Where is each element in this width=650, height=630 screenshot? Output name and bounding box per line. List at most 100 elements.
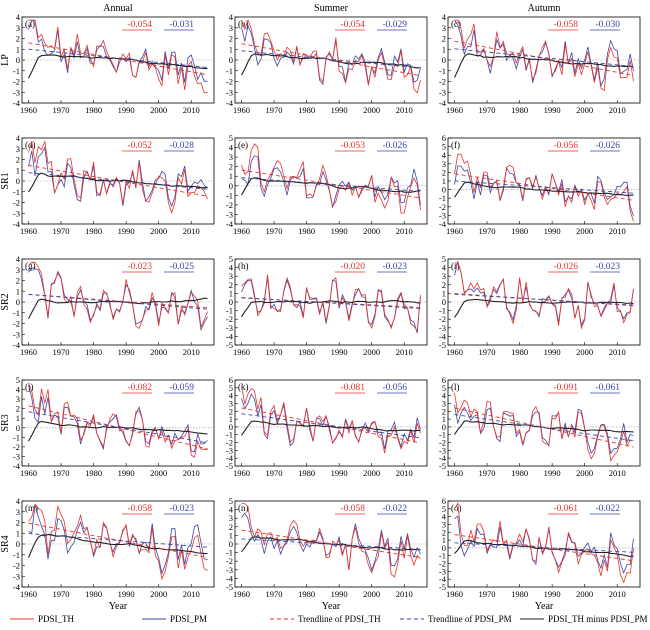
x-tick-label: 1990 xyxy=(118,226,135,236)
x-tick-label: 1970 xyxy=(266,589,283,599)
y-tick-label: 3 xyxy=(442,398,446,408)
y-tick-label: -3 xyxy=(439,445,446,455)
slope-pm: -0.031 xyxy=(169,20,194,30)
trendline-th xyxy=(241,407,421,444)
y-tick-label: -5 xyxy=(226,340,233,350)
y-tick-label: -4 xyxy=(439,574,447,584)
trendline-th xyxy=(28,42,208,76)
y-tick-label: -1 xyxy=(439,66,446,76)
y-tick-label: 5 xyxy=(229,496,233,506)
x-tick-label: 1980 xyxy=(298,347,315,357)
x-tick-label: 1960 xyxy=(233,226,250,236)
x-tick-label: 2000 xyxy=(576,589,593,599)
y-tick-label: 1 xyxy=(442,288,446,298)
x-tick-label: 1960 xyxy=(233,105,250,115)
y-tick-label: -3 xyxy=(226,445,233,455)
slope-th: -0.058 xyxy=(553,20,578,30)
series-pdsi-pm xyxy=(241,512,421,572)
trendline-th xyxy=(241,43,421,77)
y-tick-label: 2 xyxy=(442,167,446,177)
slope-pm: -0.028 xyxy=(169,141,194,151)
x-tick-label: 1990 xyxy=(118,468,135,478)
slope-th: -0.020 xyxy=(340,262,365,272)
series-pdsi-pm xyxy=(28,504,208,575)
y-tick-label: -1 xyxy=(439,306,446,316)
y-tick-label: -2 xyxy=(439,202,446,212)
series-pdsi-th xyxy=(241,386,421,454)
y-tick-label: 4 xyxy=(16,385,21,395)
x-tick-label: 1980 xyxy=(85,105,102,115)
y-tick-label: 0 xyxy=(229,297,233,307)
x-tick-label: 1970 xyxy=(266,468,283,478)
series-difference xyxy=(28,172,208,193)
y-tick-label: -4 xyxy=(439,98,447,108)
y-tick-label: -4 xyxy=(439,219,447,229)
y-tick-label: 4 xyxy=(16,254,21,264)
y-tick-label: -4 xyxy=(226,331,234,341)
y-tick-label: 1 xyxy=(229,530,233,540)
y-tick-label: 2 xyxy=(16,518,20,528)
y-tick-label: 0 xyxy=(229,55,233,65)
x-tick-label: 1990 xyxy=(331,105,348,115)
y-tick-label: 2 xyxy=(442,280,446,290)
y-tick-label: 2 xyxy=(229,406,233,416)
y-tick-label: -4 xyxy=(13,340,21,350)
series-pdsi-pm xyxy=(241,24,421,86)
y-tick-label: -3 xyxy=(226,209,233,219)
y-tick-label: 2 xyxy=(442,34,446,44)
slope-pm: -0.059 xyxy=(169,383,194,393)
y-tick-label: 4 xyxy=(229,505,234,515)
y-tick-label: -5 xyxy=(439,340,446,350)
row-label: SR4 xyxy=(0,535,11,552)
x-tick-label: 1990 xyxy=(331,468,348,478)
panel-letter: (h) xyxy=(238,261,249,271)
x-tick-label: 2010 xyxy=(396,105,413,115)
x-tick-label: 1970 xyxy=(266,226,283,236)
x-tick-label: 1980 xyxy=(85,226,102,236)
y-tick-label: 4 xyxy=(229,12,234,22)
legend-label: Trendline of PDSI_PM xyxy=(428,614,512,624)
x-tick-label: 2010 xyxy=(609,226,626,236)
column-title-summer: Summer xyxy=(314,3,349,14)
x-tick-label: 2000 xyxy=(150,105,167,115)
x-tick-label: 1990 xyxy=(544,468,561,478)
row-label: SR2 xyxy=(0,293,11,310)
x-tick-label: 1960 xyxy=(20,105,37,115)
slope-th: -0.091 xyxy=(553,383,578,393)
series-pdsi-pm xyxy=(454,515,634,575)
y-tick-label: 3 xyxy=(229,23,233,33)
y-tick-label: -1 xyxy=(439,430,446,440)
trendline-th xyxy=(454,407,634,448)
x-tick-label: 1960 xyxy=(446,589,463,599)
x-tick-label: 2010 xyxy=(183,468,200,478)
y-tick-label: 5 xyxy=(229,133,233,143)
y-tick-label: -5 xyxy=(439,582,446,592)
y-tick-label: -2 xyxy=(13,198,20,208)
x-tick-label: 1960 xyxy=(20,226,37,236)
x-tick-label: 2000 xyxy=(150,589,167,599)
trendline-pm xyxy=(454,542,634,553)
slope-th: -0.023 xyxy=(127,262,152,272)
series-pdsi-th xyxy=(28,139,208,215)
x-tick-label: 1970 xyxy=(479,226,496,236)
slope-pm: -0.056 xyxy=(382,383,407,393)
series-difference xyxy=(454,539,634,557)
y-tick-label: -4 xyxy=(226,219,234,229)
slope-th: -0.054 xyxy=(340,20,365,30)
y-tick-label: 6 xyxy=(229,375,233,385)
x-tick-label: 2010 xyxy=(183,589,200,599)
trendline-pm xyxy=(241,50,421,69)
legend-label: PDSI_PM xyxy=(170,614,207,624)
series-pdsi-th xyxy=(28,261,208,330)
y-tick-label: 0 xyxy=(229,422,233,432)
y-tick-label: 1 xyxy=(229,414,233,424)
x-tick-label: 1970 xyxy=(53,105,70,115)
y-tick-label: 5 xyxy=(229,254,233,264)
x-tick-label: 1980 xyxy=(85,589,102,599)
series-pdsi-th xyxy=(454,392,634,462)
y-tick-label: 3 xyxy=(16,23,20,33)
trendline-pm xyxy=(28,172,208,190)
